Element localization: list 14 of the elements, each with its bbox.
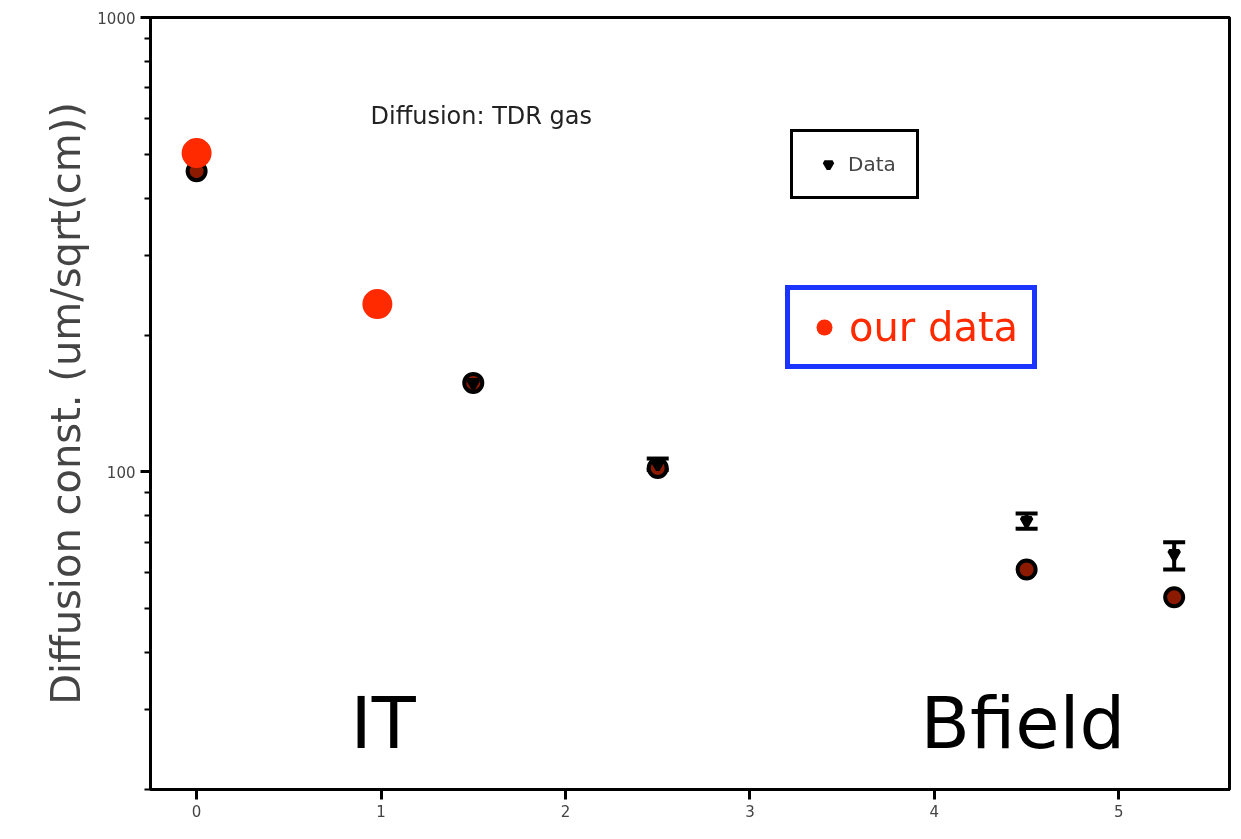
x-tick-label: 3 (745, 802, 755, 821)
y-tick-label: 1000 (97, 9, 136, 28)
legend-label: Data (848, 152, 896, 176)
legend-label: our data (849, 304, 1019, 350)
annotation: IT (350, 680, 417, 765)
x-tick-label: 0 (191, 802, 202, 821)
x-tick-label: 4 (929, 802, 940, 821)
x-tick-label: 1 (376, 802, 386, 821)
y-axis-title: Diffusion const. (um/sqrt(cm)) (43, 102, 90, 705)
y-tick-label: 100 (106, 463, 136, 482)
annotation: Bfield (920, 680, 1126, 765)
annotation: Diffusion: TDR gas (370, 101, 593, 130)
x-tick-label: 5 (1114, 802, 1124, 821)
x-tick-label: 2 (560, 802, 571, 821)
